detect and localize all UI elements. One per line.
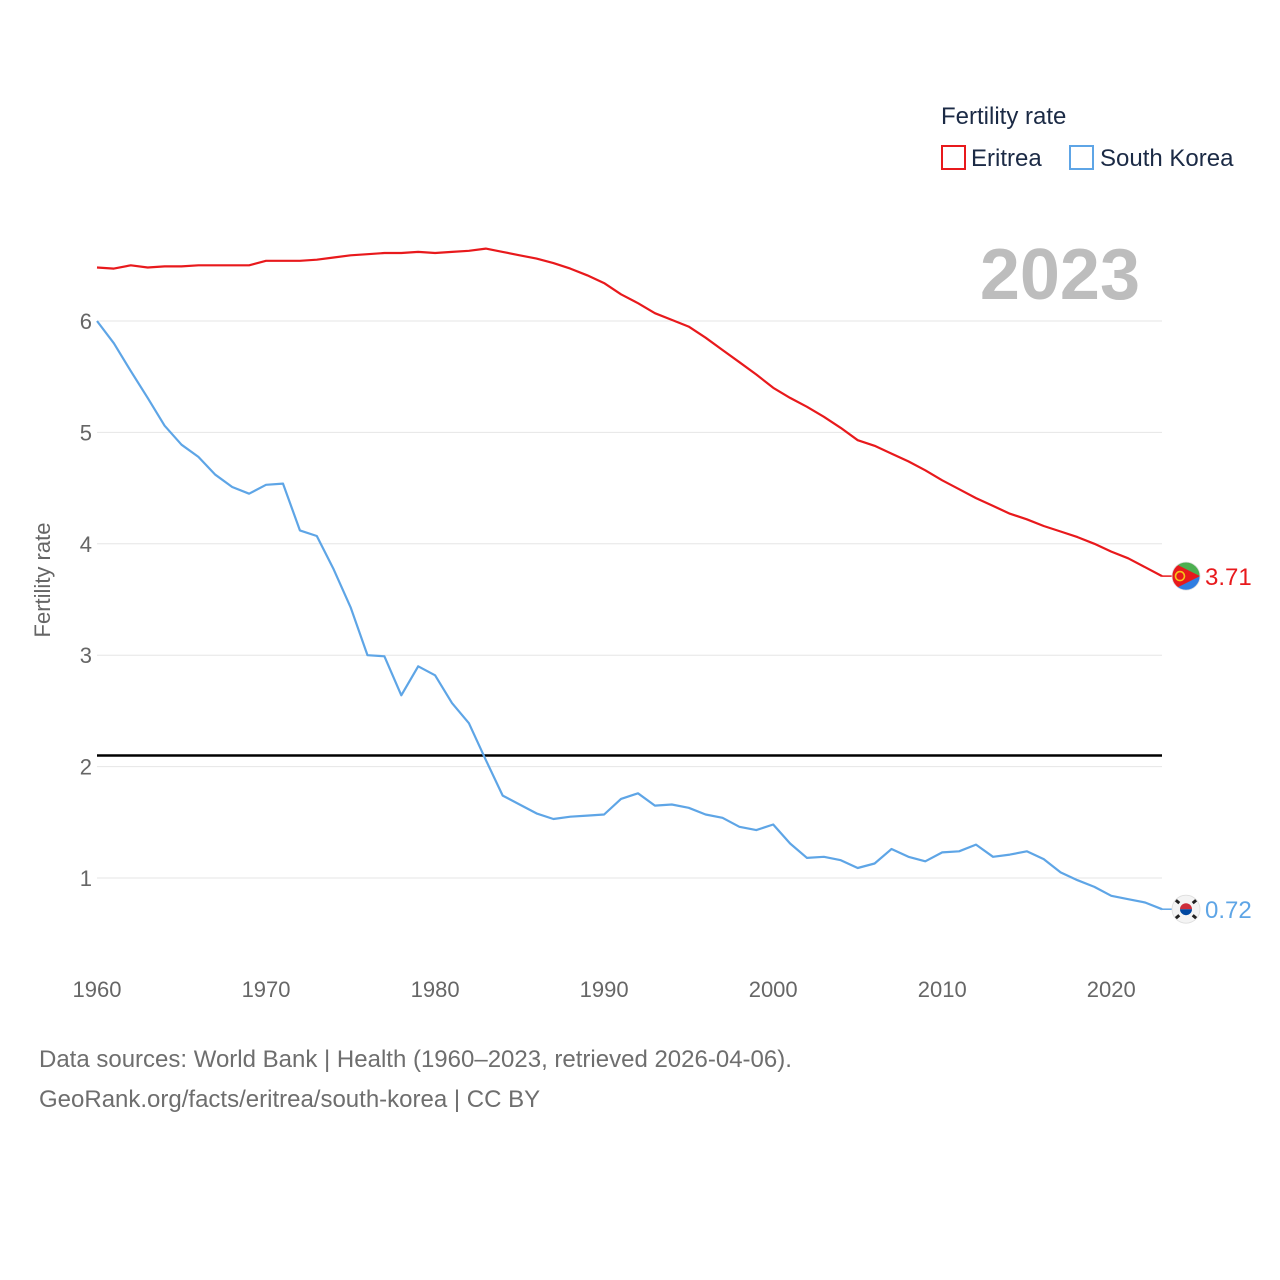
- legend: Fertility rate Eritrea South Korea: [941, 103, 1234, 172]
- x-tick-label: 1960: [73, 977, 122, 1002]
- footer-sources: Data sources: World Bank | Health (1960–…: [39, 1046, 792, 1073]
- x-tick-label: 2000: [749, 977, 798, 1002]
- y-axis-title: Fertility rate: [30, 523, 55, 638]
- south-korea-flag-icon: [1171, 894, 1201, 924]
- x-tick-label: 2010: [918, 977, 967, 1002]
- legend-swatch-eritrea[interactable]: [941, 145, 966, 170]
- end-value-label-eritrea: 3.71: [1205, 564, 1252, 591]
- series-line-eritrea[interactable]: [96, 247, 1163, 578]
- year-label: 2023: [980, 235, 1140, 315]
- series-line-south-korea[interactable]: [96, 320, 1163, 911]
- gridlines: [97, 320, 1162, 879]
- legend-label-eritrea[interactable]: Eritrea: [971, 145, 1042, 172]
- eritrea-flag-icon: [1171, 561, 1201, 591]
- x-tick-label: 1980: [411, 977, 460, 1002]
- x-tick-label: 1970: [242, 977, 291, 1002]
- y-tick-label: 1: [80, 866, 92, 891]
- x-axis-ticks: 1960 1970 1980 1990 2000 2010 2020: [73, 977, 1136, 1002]
- y-tick-label: 3: [80, 643, 92, 668]
- y-tick-label: 4: [80, 532, 92, 557]
- footer: Data sources: World Bank | Health (1960–…: [39, 1040, 792, 1120]
- legend-label-south-korea[interactable]: South Korea: [1100, 145, 1234, 172]
- footer-attribution[interactable]: GeoRank.org/facts/eritrea/south-korea | …: [39, 1086, 541, 1113]
- end-value-label-south-korea: 0.72: [1205, 897, 1252, 924]
- y-axis-ticks: 1 2 3 4 5 6: [80, 309, 92, 891]
- y-tick-label: 6: [80, 309, 92, 334]
- legend-title: Fertility rate: [941, 103, 1066, 130]
- legend-swatch-south-korea[interactable]: [1069, 145, 1094, 170]
- x-tick-label: 1990: [580, 977, 629, 1002]
- x-tick-label: 2020: [1087, 977, 1136, 1002]
- series-lines: [96, 247, 1163, 911]
- y-tick-label: 2: [80, 755, 92, 780]
- end-markers: 3.71 0.72: [1162, 561, 1252, 924]
- y-tick-label: 5: [80, 420, 92, 445]
